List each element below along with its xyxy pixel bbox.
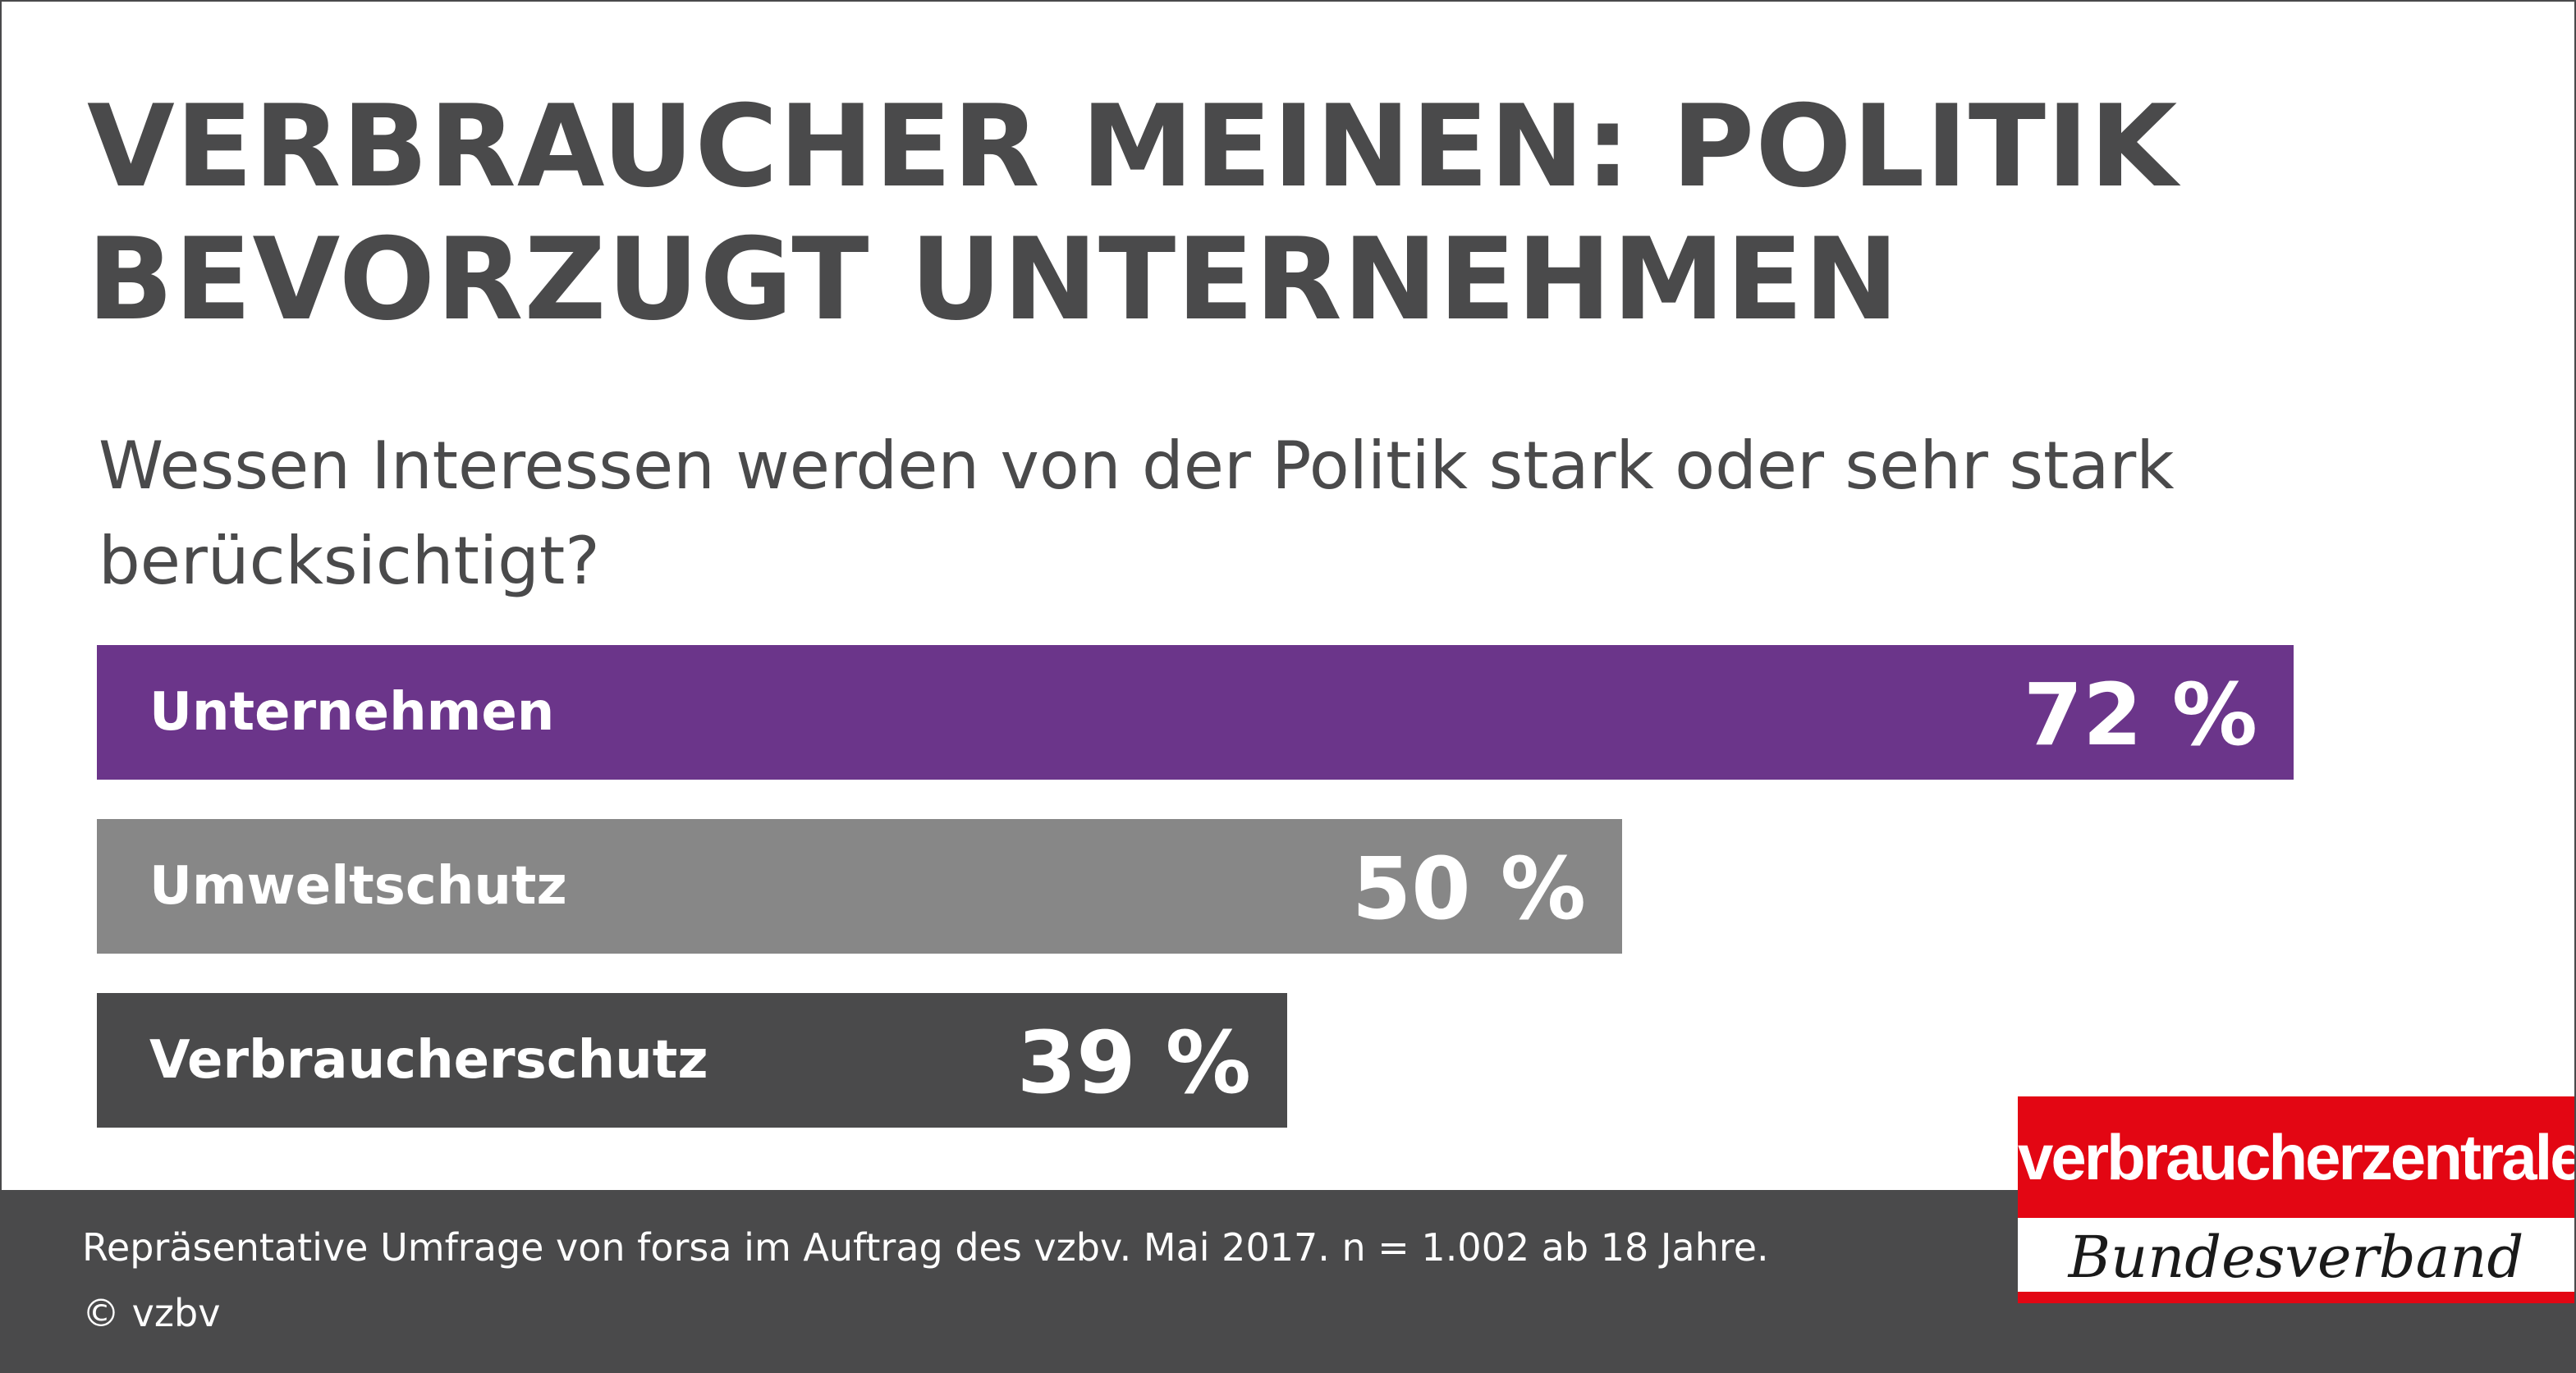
logo-script-text: Bundesverband	[2068, 1224, 2524, 1291]
bar-value-label: 39 %	[1016, 1013, 1251, 1113]
bar-umweltschutz: Umweltschutz 50 %	[97, 819, 1622, 954]
bar-label: Umweltschutz	[149, 856, 567, 917]
bar-label: Unternehmen	[149, 682, 555, 743]
bar-label: Verbraucherschutz	[149, 1030, 708, 1091]
copyright-note: © vzbv	[82, 1291, 221, 1335]
bar-verbraucherschutz: Verbraucherschutz 39 %	[97, 993, 1287, 1128]
logo-red-band	[2018, 1096, 2574, 1218]
bar-value-label: 50 %	[1351, 839, 1586, 939]
logo-wordmark: verbraucherzentrale	[2018, 1121, 2574, 1193]
bar-value-label: 72 %	[2023, 665, 2257, 765]
bar-chart: Unternehmen 72 % Umweltschutz 50 % Verbrauch…	[97, 645, 2297, 1129]
chart-title: VERBRAUCHER MEINEN: POLITIK BEVORZUGT UN…	[87, 80, 2179, 346]
chart-subtitle: Wessen Interessen werden von der Politik…	[99, 428, 2175, 599]
bar-unternehmen: Unternehmen 72 %	[97, 645, 2294, 780]
source-note: Repräsentative Umfrage von forsa im Auft…	[82, 1225, 1769, 1270]
logo-red-stripe	[2018, 1292, 2574, 1303]
vzbv-logo: verbraucherzentrale Bundesverband	[2018, 1096, 2574, 1303]
